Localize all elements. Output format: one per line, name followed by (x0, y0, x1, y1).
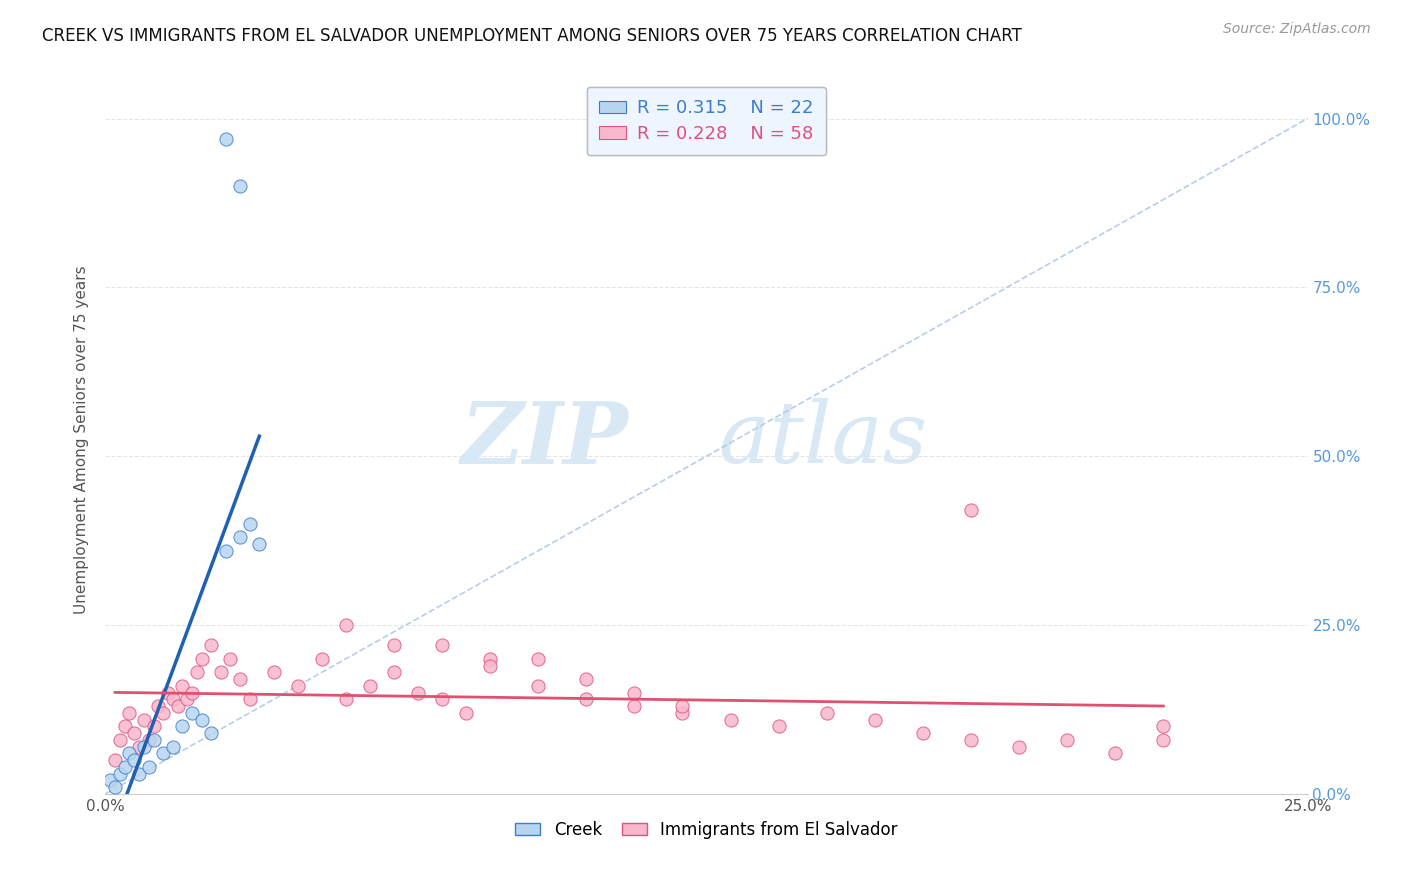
Point (623, 699, 645, 714)
Point (815, 706, 838, 720)
Point (142, 719, 165, 733)
Point (214, 543, 236, 558)
Point (176, 692, 198, 706)
Point (219, 652, 242, 666)
Point (152, 747, 174, 761)
Point (162, 739, 184, 754)
Point (114, 760, 136, 774)
Point (406, 685, 429, 699)
Point (382, 665, 405, 680)
Point (287, 679, 309, 693)
Point (768, 719, 790, 733)
Point (190, 652, 212, 666)
Y-axis label: Unemployment Among Seniors over 75 years: Unemployment Among Seniors over 75 years (75, 265, 90, 614)
Point (200, 726, 222, 740)
Point (1008, 739, 1031, 754)
Legend: Creek, Immigrants from El Salvador: Creek, Immigrants from El Salvador (509, 814, 904, 846)
Point (239, 516, 262, 531)
Text: Source: ZipAtlas.com: Source: ZipAtlas.com (1223, 22, 1371, 37)
Point (911, 726, 934, 740)
Point (671, 699, 693, 714)
Point (527, 652, 550, 666)
Point (720, 713, 742, 727)
Point (181, 706, 204, 720)
Point (527, 679, 550, 693)
Point (200, 638, 222, 652)
Point (359, 679, 381, 693)
Point (623, 685, 645, 699)
Point (1104, 747, 1126, 761)
Point (108, 732, 131, 747)
Point (229, 179, 252, 194)
Point (114, 719, 136, 733)
Point (162, 692, 184, 706)
Point (479, 652, 502, 666)
Point (118, 706, 141, 720)
Point (152, 706, 174, 720)
Point (104, 753, 127, 767)
Point (575, 692, 598, 706)
Point (430, 692, 453, 706)
Point (118, 747, 141, 761)
Point (172, 719, 194, 733)
Point (166, 699, 188, 714)
Point (148, 699, 170, 714)
Point (181, 685, 204, 699)
Point (1152, 732, 1174, 747)
Point (671, 706, 693, 720)
Point (124, 753, 146, 767)
Point (335, 692, 357, 706)
Text: CREEK VS IMMIGRANTS FROM EL SALVADOR UNEMPLOYMENT AMONG SENIORS OVER 75 YEARS CO: CREEK VS IMMIGRANTS FROM EL SALVADOR UNE… (42, 27, 1022, 45)
Point (128, 766, 150, 780)
Point (575, 672, 598, 686)
Point (172, 679, 194, 693)
Point (132, 739, 155, 754)
Point (138, 732, 160, 747)
Point (960, 503, 983, 517)
Point (479, 658, 502, 673)
Point (382, 638, 405, 652)
Point (142, 732, 165, 747)
Point (311, 652, 333, 666)
Point (209, 665, 232, 680)
Point (247, 537, 270, 551)
Point (156, 685, 179, 699)
Point (960, 732, 983, 747)
Point (1152, 719, 1174, 733)
Point (108, 766, 131, 780)
Point (263, 665, 285, 680)
Text: ZIP: ZIP (461, 398, 628, 481)
Point (190, 713, 212, 727)
Point (138, 760, 160, 774)
Point (186, 665, 208, 680)
Point (214, 132, 236, 146)
Point (132, 713, 155, 727)
Point (430, 638, 453, 652)
Point (454, 706, 477, 720)
Point (124, 726, 146, 740)
Point (1056, 732, 1078, 747)
Point (98, 773, 121, 788)
Point (863, 713, 886, 727)
Point (335, 618, 357, 632)
Point (229, 530, 252, 544)
Point (104, 780, 127, 794)
Point (128, 739, 150, 754)
Text: atlas: atlas (718, 398, 928, 481)
Point (239, 692, 262, 706)
Point (229, 672, 252, 686)
